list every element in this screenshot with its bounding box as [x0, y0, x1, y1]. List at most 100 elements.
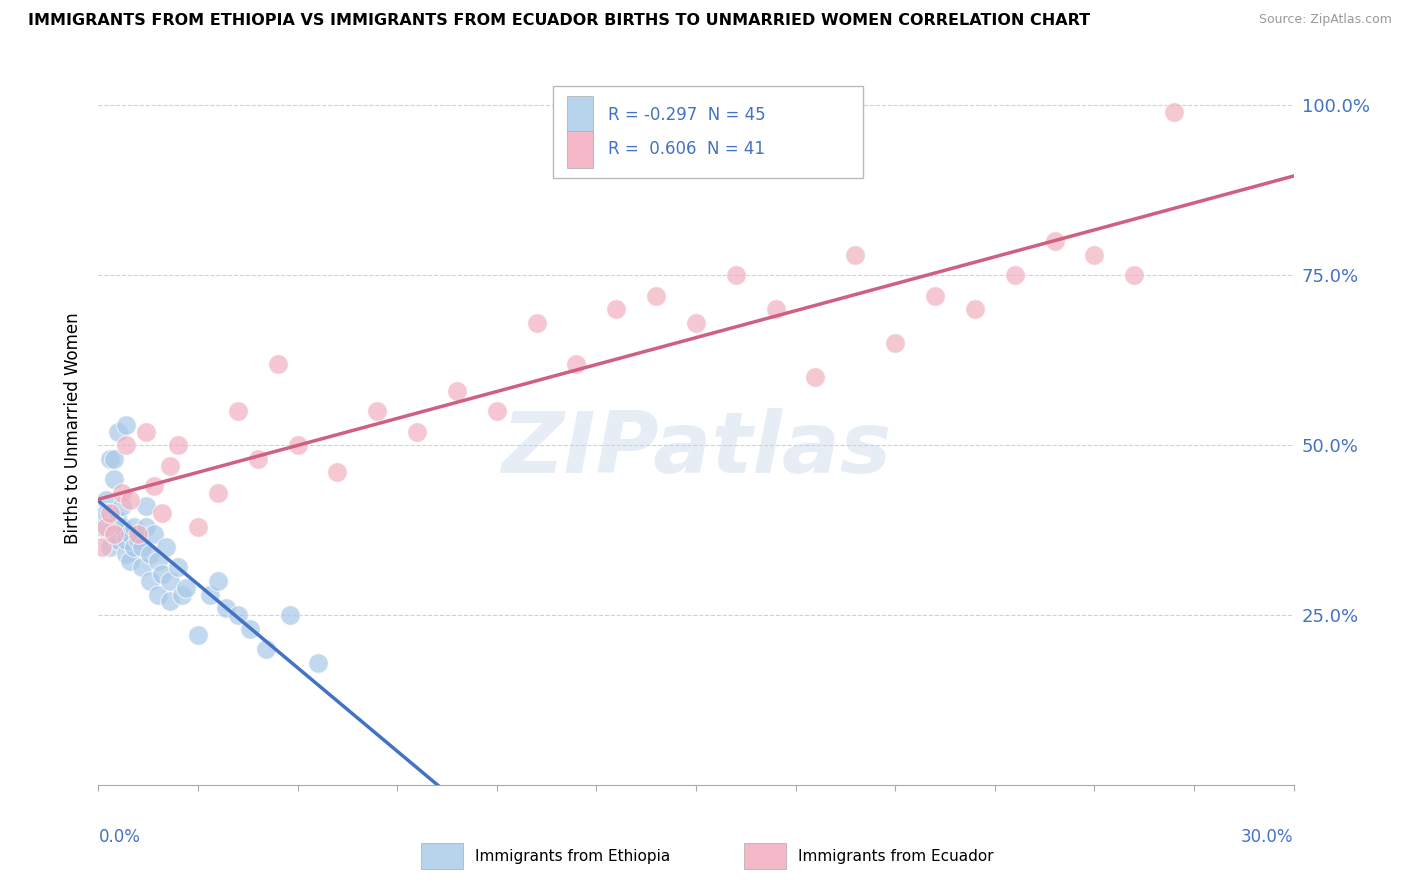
Point: [103, 472, 125, 486]
Point: [1043, 234, 1066, 248]
Point: [167, 438, 190, 452]
Point: [103, 451, 125, 466]
Point: [187, 628, 209, 642]
Point: [159, 458, 181, 473]
Y-axis label: Births to Unmarried Women: Births to Unmarried Women: [63, 312, 82, 544]
Point: [103, 526, 125, 541]
Point: [685, 316, 707, 330]
Point: [198, 588, 221, 602]
Point: [1004, 268, 1026, 283]
Point: [127, 533, 149, 548]
Text: R =  0.606  N = 41: R = 0.606 N = 41: [607, 140, 765, 158]
Point: [172, 588, 194, 602]
Point: [187, 519, 209, 533]
Point: [326, 466, 349, 480]
Point: [406, 425, 429, 439]
Point: [111, 485, 134, 500]
Point: [139, 574, 162, 588]
Point: [159, 574, 181, 588]
Point: [107, 533, 129, 548]
Point: [135, 519, 157, 533]
Point: [884, 336, 907, 351]
Point: [307, 656, 329, 670]
Point: [115, 533, 138, 548]
Point: [246, 451, 269, 466]
Point: [135, 500, 157, 514]
Point: [120, 554, 142, 568]
Text: ZIPatlas: ZIPatlas: [501, 408, 891, 491]
Point: [115, 547, 138, 561]
Bar: [422, 844, 463, 869]
Text: IMMIGRANTS FROM ETHIOPIA VS IMMIGRANTS FROM ECUADOR BIRTHS TO UNMARRIED WOMEN CO: IMMIGRANTS FROM ETHIOPIA VS IMMIGRANTS F…: [28, 13, 1090, 29]
Text: 0.0%: 0.0%: [98, 828, 141, 846]
Point: [226, 608, 249, 623]
Point: [765, 302, 787, 317]
Text: R = -0.297  N = 45: R = -0.297 N = 45: [607, 106, 765, 124]
Point: [565, 357, 588, 371]
Point: [207, 485, 229, 500]
Point: [98, 506, 122, 520]
Text: 30.0%: 30.0%: [1241, 828, 1294, 846]
Point: [124, 519, 146, 533]
Point: [1083, 248, 1105, 262]
Point: [96, 519, 118, 533]
Point: [1123, 268, 1146, 283]
Point: [96, 492, 118, 507]
Point: [115, 438, 138, 452]
Point: [107, 513, 129, 527]
Point: [143, 479, 166, 493]
Point: [239, 622, 262, 636]
Point: [155, 540, 177, 554]
Point: [254, 642, 277, 657]
FancyBboxPatch shape: [553, 86, 863, 178]
Point: [174, 581, 197, 595]
Point: [91, 540, 114, 554]
Point: [963, 302, 986, 317]
Point: [120, 526, 142, 541]
Point: [924, 288, 946, 302]
Point: [135, 425, 157, 439]
Point: [278, 608, 301, 623]
Point: [91, 519, 114, 533]
Point: [148, 588, 170, 602]
Point: [150, 567, 173, 582]
Bar: [744, 844, 786, 869]
Point: [143, 526, 166, 541]
Point: [96, 506, 118, 520]
Point: [107, 425, 129, 439]
Point: [148, 554, 170, 568]
Point: [844, 248, 866, 262]
Point: [226, 404, 249, 418]
Point: [98, 451, 122, 466]
Point: [127, 526, 149, 541]
Point: [804, 370, 827, 384]
Point: [98, 540, 122, 554]
Point: [120, 492, 142, 507]
Point: [605, 302, 627, 317]
Point: [724, 268, 747, 283]
Point: [124, 540, 146, 554]
Point: [139, 547, 162, 561]
Point: [131, 560, 153, 574]
Point: [446, 384, 468, 398]
Point: [159, 594, 181, 608]
Point: [267, 357, 290, 371]
Text: Immigrants from Ecuador: Immigrants from Ecuador: [797, 849, 993, 863]
Bar: [567, 130, 593, 168]
Point: [287, 438, 309, 452]
Point: [111, 519, 134, 533]
Point: [1163, 105, 1185, 120]
Text: Source: ZipAtlas.com: Source: ZipAtlas.com: [1258, 13, 1392, 27]
Point: [167, 560, 190, 574]
Point: [645, 288, 668, 302]
Point: [215, 601, 238, 615]
Point: [150, 506, 173, 520]
Point: [366, 404, 388, 418]
Point: [131, 540, 153, 554]
Point: [115, 417, 138, 432]
Bar: [567, 96, 593, 134]
Point: [485, 404, 508, 418]
Point: [111, 500, 134, 514]
Point: [526, 316, 548, 330]
Point: [207, 574, 229, 588]
